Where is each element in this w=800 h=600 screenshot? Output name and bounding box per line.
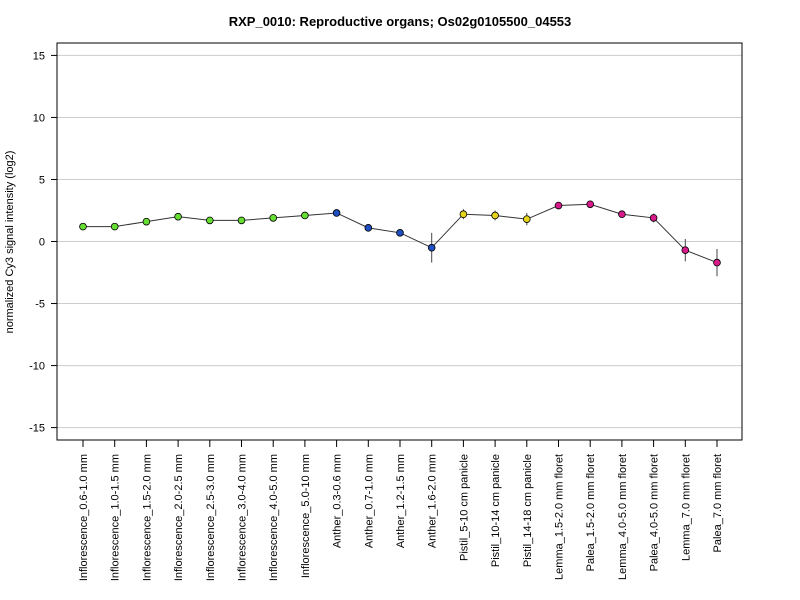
data-point (681, 246, 690, 254)
data-point (110, 222, 119, 231)
data-points (79, 200, 721, 267)
data-point (491, 211, 499, 220)
x-tick-label: Anther_0.3-0.6 mm (332, 454, 344, 548)
x-tick-label: Palea_1.5-2.0 mm floret (585, 454, 597, 571)
x-tick-label: Pistil_14-18 cm panicle (522, 454, 534, 567)
y-tick-label: 0 (39, 237, 45, 249)
x-tick-label: Lemma_7.0 mm floret (680, 454, 692, 561)
x-tick-label: Inflorescence_2.5-3.0 mm (205, 454, 217, 581)
data-point (618, 210, 626, 219)
data-point (459, 210, 468, 219)
y-tick-label: 5 (39, 174, 45, 186)
x-tick-label: Inflorescence_4.0-5.0 mm (268, 454, 280, 581)
data-point (301, 211, 309, 220)
x-tick-label: Anther_1.6-2.0 mm (427, 454, 439, 548)
data-point (586, 200, 594, 209)
data-point (237, 216, 246, 225)
x-tick-label: Inflorescence_0.6-1.0 mm (78, 454, 90, 581)
y-tick-label: -15 (29, 423, 45, 435)
x-tick-label: Anther_0.7-1.0 mm (363, 454, 375, 548)
x-tick-label: Inflorescence_1.5-2.0 mm (141, 454, 153, 581)
x-tick-label: Anther_1.2-1.5 mm (395, 454, 407, 548)
data-point (713, 258, 721, 267)
data-point (79, 222, 87, 231)
x-tick-label: Lemma_4.0-5.0 mm floret (617, 454, 629, 580)
y-tick-label: 15 (33, 50, 45, 62)
y-axis: 15 10 5 0 -5 -10 -15 (29, 50, 57, 435)
x-axis: Inflorescence_0.6-1.0 mm Inflorescence_1.… (78, 440, 724, 581)
y-tick-label: 10 (33, 112, 45, 124)
y-axis-label: normalized Cy3 signal intensity (log2) (4, 151, 16, 334)
data-point (174, 212, 182, 221)
x-tick-label: Inflorescence_5.0-10 mm (300, 454, 312, 578)
y-tick-label: -10 (29, 361, 45, 373)
x-tick-label: Pistil_10-14 cm panicle (490, 454, 502, 567)
x-tick-label: Inflorescence_2.0-2.5 mm (173, 454, 185, 581)
chart-title: RXP_0010: Reproductive organs; Os02g0105… (229, 14, 572, 29)
x-tick-label: Pistil_5-10 cm panicle (458, 454, 470, 561)
data-point (364, 224, 373, 232)
x-tick-label: Palea_7.0 mm floret (712, 454, 724, 552)
data-point (332, 209, 341, 217)
data-point (649, 214, 658, 222)
x-tick-label: Palea_4.0-5.0 mm floret (649, 454, 661, 571)
x-tick-label: Inflorescence_3.0-4.0 mm (237, 454, 249, 581)
data-point (269, 214, 278, 222)
data-point (396, 229, 404, 237)
data-point (554, 201, 563, 210)
data-point (206, 216, 214, 225)
x-tick-label: Lemma_1.5-2.0 mm floret (554, 454, 566, 580)
y-tick-label: -5 (35, 299, 45, 311)
x-tick-label: Inflorescence_1.0-1.5 mm (110, 454, 122, 581)
data-point (522, 215, 531, 223)
grid-lines (57, 54, 742, 429)
data-point (427, 243, 436, 252)
data-point (142, 217, 151, 226)
